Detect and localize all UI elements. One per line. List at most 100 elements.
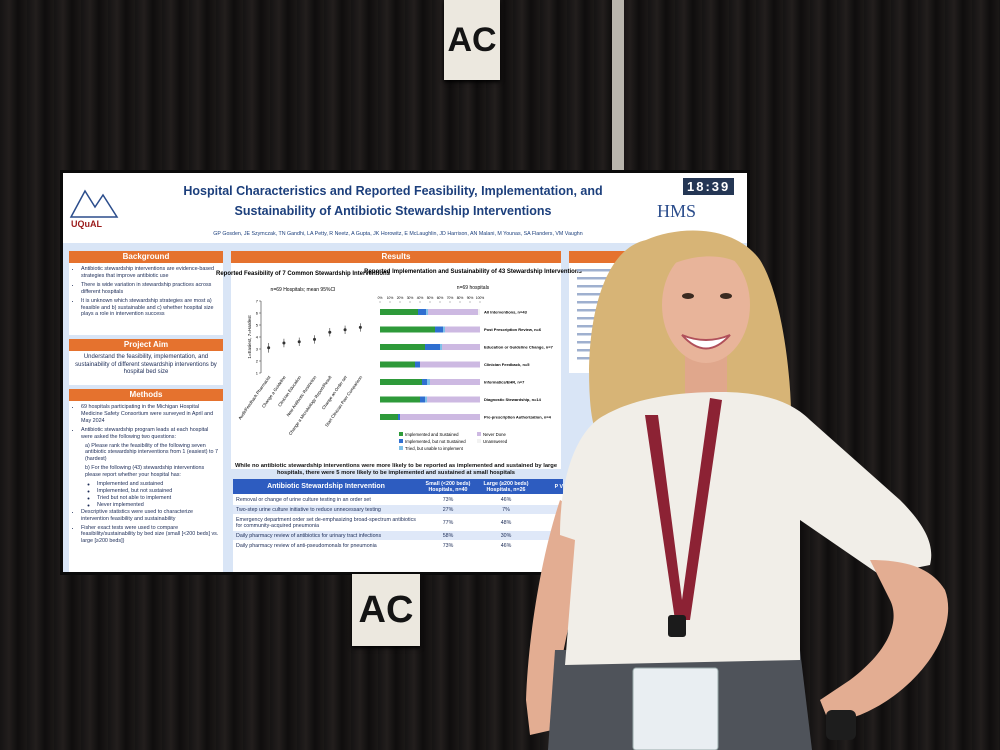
badge bbox=[632, 667, 719, 750]
legend-swatch bbox=[477, 439, 481, 443]
option: Implemented and sustained bbox=[97, 481, 219, 488]
table-cell: 46% bbox=[477, 494, 535, 505]
authors: GP Gosden, JE Szymczak, TN Gandhi, LA Pe… bbox=[213, 231, 583, 237]
charts: Reported Feasibility of 7 Common Steward… bbox=[69, 189, 727, 451]
bar-segment bbox=[380, 326, 435, 333]
lanyard bbox=[645, 398, 722, 620]
section-heading: Results bbox=[231, 251, 561, 263]
table-row: Emergency department order set de-emphas… bbox=[233, 514, 563, 531]
smile bbox=[681, 334, 731, 350]
table-row: Removal or change of urine culture testi… bbox=[233, 494, 563, 505]
bar-segment bbox=[420, 396, 425, 403]
x-tick-label: 90% bbox=[467, 296, 474, 300]
header-cell: Large (≥200 beds) Hospitals, n=26 bbox=[477, 479, 535, 495]
results-table: Antibiotic Stewardship Intervention Small… bbox=[233, 479, 563, 551]
table-row: Daily pharmacy review of antibiotics for… bbox=[233, 530, 563, 541]
dot bbox=[343, 328, 347, 332]
bar-segment bbox=[426, 309, 428, 315]
header-cell: Antibiotic Stewardship Intervention bbox=[233, 479, 419, 495]
bar-segment bbox=[380, 396, 420, 403]
section-heading: Project Aim bbox=[69, 339, 223, 351]
legend-swatch bbox=[399, 446, 403, 450]
header-cell: Small (<200 beds) Hospitals, n=40 bbox=[419, 479, 477, 495]
methods-box: 69 hospitals participating in the Michig… bbox=[69, 401, 223, 572]
bar-segment bbox=[425, 344, 440, 350]
bar-segment bbox=[380, 414, 398, 420]
x-tick-label: 60% bbox=[437, 296, 444, 300]
y-tick-label: 5 bbox=[256, 323, 259, 328]
x-tick-label: 70% bbox=[447, 296, 454, 300]
x-tick-label: 30% bbox=[407, 296, 414, 300]
legend-swatch bbox=[399, 439, 403, 443]
table-cell bbox=[535, 494, 563, 505]
legend-label: Tried, but unable to implement bbox=[405, 446, 464, 451]
bullet-list: Antibiotic stewardship interventions are… bbox=[73, 266, 219, 318]
table-cell: Two-step urine culture initiative to red… bbox=[233, 504, 419, 515]
bar-segment bbox=[440, 344, 442, 350]
table-cell: 73% bbox=[419, 494, 477, 505]
row-label: Pre-prescription Authorization, n=4 bbox=[484, 415, 552, 420]
bar-segment bbox=[422, 379, 427, 385]
legend-swatch bbox=[477, 432, 481, 436]
y-tick-label: 3 bbox=[256, 347, 259, 352]
y-tick-label: 2 bbox=[256, 359, 259, 364]
legend-label: Implemented and Sustained bbox=[405, 432, 459, 437]
table-cell: 46% bbox=[477, 540, 535, 551]
option: Never implemented bbox=[97, 502, 219, 509]
x-tick-label: 10% bbox=[387, 296, 394, 300]
dot bbox=[328, 330, 332, 334]
poster-header: UQuAL Hospital Characteristics and Report… bbox=[63, 173, 747, 243]
aim-box: Understand the feasibility, implementati… bbox=[69, 351, 223, 385]
chart-subtitle: n=69 hospitals bbox=[457, 285, 490, 291]
bullet: 69 hospitals participating in the Michig… bbox=[81, 404, 219, 425]
finding: While no antibiotic stewardship interven… bbox=[234, 463, 558, 477]
clip bbox=[668, 615, 686, 637]
table-cell: 58% bbox=[419, 530, 477, 541]
dot bbox=[358, 325, 362, 329]
bar-segment bbox=[400, 414, 480, 420]
y-tick-label: 4 bbox=[256, 335, 259, 340]
row-label: Post Prescription Review, n=6 bbox=[484, 327, 542, 332]
logo-mark bbox=[69, 189, 119, 218]
legend-label: Never Done bbox=[483, 432, 507, 437]
row-label: Informatics/EHR, n=7 bbox=[484, 380, 525, 385]
bar-segment bbox=[398, 414, 400, 420]
table-cell: 27% bbox=[419, 504, 477, 515]
bullet: Antibiotic stewardship program leads at … bbox=[81, 427, 219, 441]
bar-segment bbox=[425, 396, 427, 403]
pole bbox=[612, 0, 624, 170]
bar-segment bbox=[445, 326, 480, 333]
table-cell: 30% bbox=[477, 530, 535, 541]
option: Tried but not able to implement bbox=[97, 495, 219, 502]
bangs bbox=[660, 242, 752, 275]
bullet: It is unknown which stewardship strategi… bbox=[81, 298, 219, 319]
watch bbox=[826, 710, 856, 740]
option-list: Implemented and sustainedImplemented, bu… bbox=[81, 481, 219, 509]
face bbox=[662, 247, 750, 363]
sign-bottom: AC bbox=[352, 574, 420, 646]
bar-segment bbox=[443, 326, 445, 333]
x-tick-label: 80% bbox=[457, 296, 464, 300]
bullet: Fisher exact tests were used to compare … bbox=[81, 525, 219, 546]
bullet-list: 69 hospitals participating in the Michig… bbox=[73, 404, 219, 545]
bar-segment bbox=[380, 379, 422, 385]
logo-text: UQuAL bbox=[71, 219, 102, 229]
table-wrap: Antibiotic Stewardship Intervention Small… bbox=[233, 479, 563, 572]
chart-subtitle: n=69 Hospitals; mean 95%CI bbox=[271, 287, 336, 293]
x-tick-label: 100% bbox=[476, 296, 485, 300]
dot bbox=[297, 340, 301, 344]
y-tick-label: 7 bbox=[256, 299, 259, 304]
clock: 18:39 bbox=[683, 178, 735, 195]
bar-segment bbox=[435, 326, 443, 333]
y-tick-label: 1 bbox=[256, 371, 259, 376]
table-cell: Removal or change of urine culture testi… bbox=[233, 494, 419, 505]
legend-label: Implemented, but not Sustained bbox=[405, 439, 466, 444]
y-axis-label: 1=Easiest, 7=Hardest bbox=[247, 315, 252, 359]
dot bbox=[313, 337, 316, 341]
sign-top: AC bbox=[444, 0, 500, 80]
bar-segment bbox=[380, 361, 415, 368]
bullet: Antibiotic stewardship interventions are… bbox=[81, 266, 219, 280]
y-tick-label: 6 bbox=[256, 311, 259, 316]
